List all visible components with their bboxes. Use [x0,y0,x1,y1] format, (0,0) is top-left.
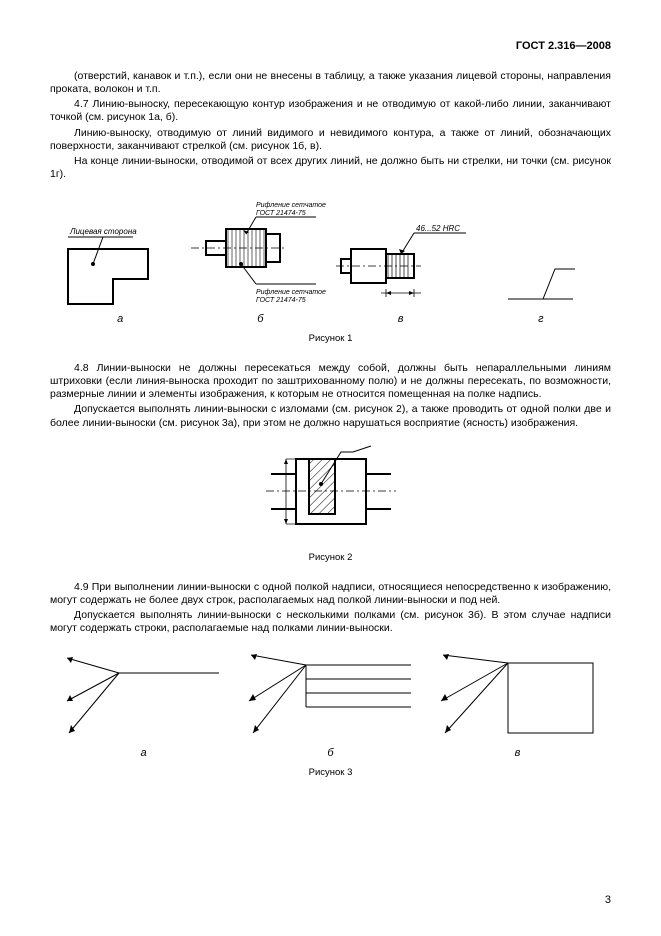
para-8: Допускается выполнять линии-выноски с не… [50,609,611,635]
figure-3v [424,653,611,743]
document-header: ГОСТ 2.316—2008 [50,40,611,52]
figure-2-caption: Рисунок 2 [50,552,611,563]
svg-text:Рифление сетчатое: Рифление сетчатое [256,289,326,296]
figure-3-caption: Рисунок 3 [50,767,611,778]
fig1-label-v: в [331,313,471,325]
page-number: 3 [605,894,611,906]
para-2: 4.7 Линию-выноску, пересекающую контур и… [50,98,611,124]
fig3-label-a: а [50,747,237,759]
svg-text:ГОСТ 21474-75: ГОСТ 21474-75 [256,297,306,304]
figure-3-sublabels: а б в [50,747,611,759]
fig3-label-b: б [237,747,424,759]
fig1-label-b: б [190,313,330,325]
para-4: На конце линии-выноски, отводимой от все… [50,155,611,181]
figure-3b [237,653,424,743]
fig1a-label: Лицевая сторона [69,227,137,236]
figure-2 [50,444,611,544]
fig1-label-a: а [50,313,190,325]
para-3: Линию-выноску, отводимую от линий видимо… [50,127,611,153]
figure-3-row [50,653,611,743]
fig1-label-g: г [471,313,611,325]
para-5: 4.8 Линии-выноски не должны пересекаться… [50,362,611,401]
svg-text:ГОСТ 21474-75: ГОСТ 21474-75 [256,210,306,217]
figure-1-row: Лицевая сторона Рифление сетчатое ГОСТ 2… [50,199,611,309]
svg-text:Рифление сетчатое: Рифление сетчатое [256,202,326,209]
figure-1-caption: Рисунок 1 [50,333,611,344]
para-1: (отверстий, канавок и т.п.), если они не… [50,70,611,96]
figure-1b: Рифление сетчатое ГОСТ 21474-75 [186,199,336,309]
figure-3a [50,653,237,743]
figure-1g [476,229,612,309]
para-7: 4.9 При выполнении линии-выноски с одной… [50,581,611,607]
svg-text:46...52 HRC: 46...52 HRC [416,224,460,233]
figure-1a: Лицевая сторона [50,219,186,309]
fig3-label-v: в [424,747,611,759]
figure-1-sublabels: а б в г [50,313,611,325]
figure-1v: 46...52 HRC [336,219,476,309]
para-6: Допускается выполнять линии-выноски с из… [50,403,611,429]
